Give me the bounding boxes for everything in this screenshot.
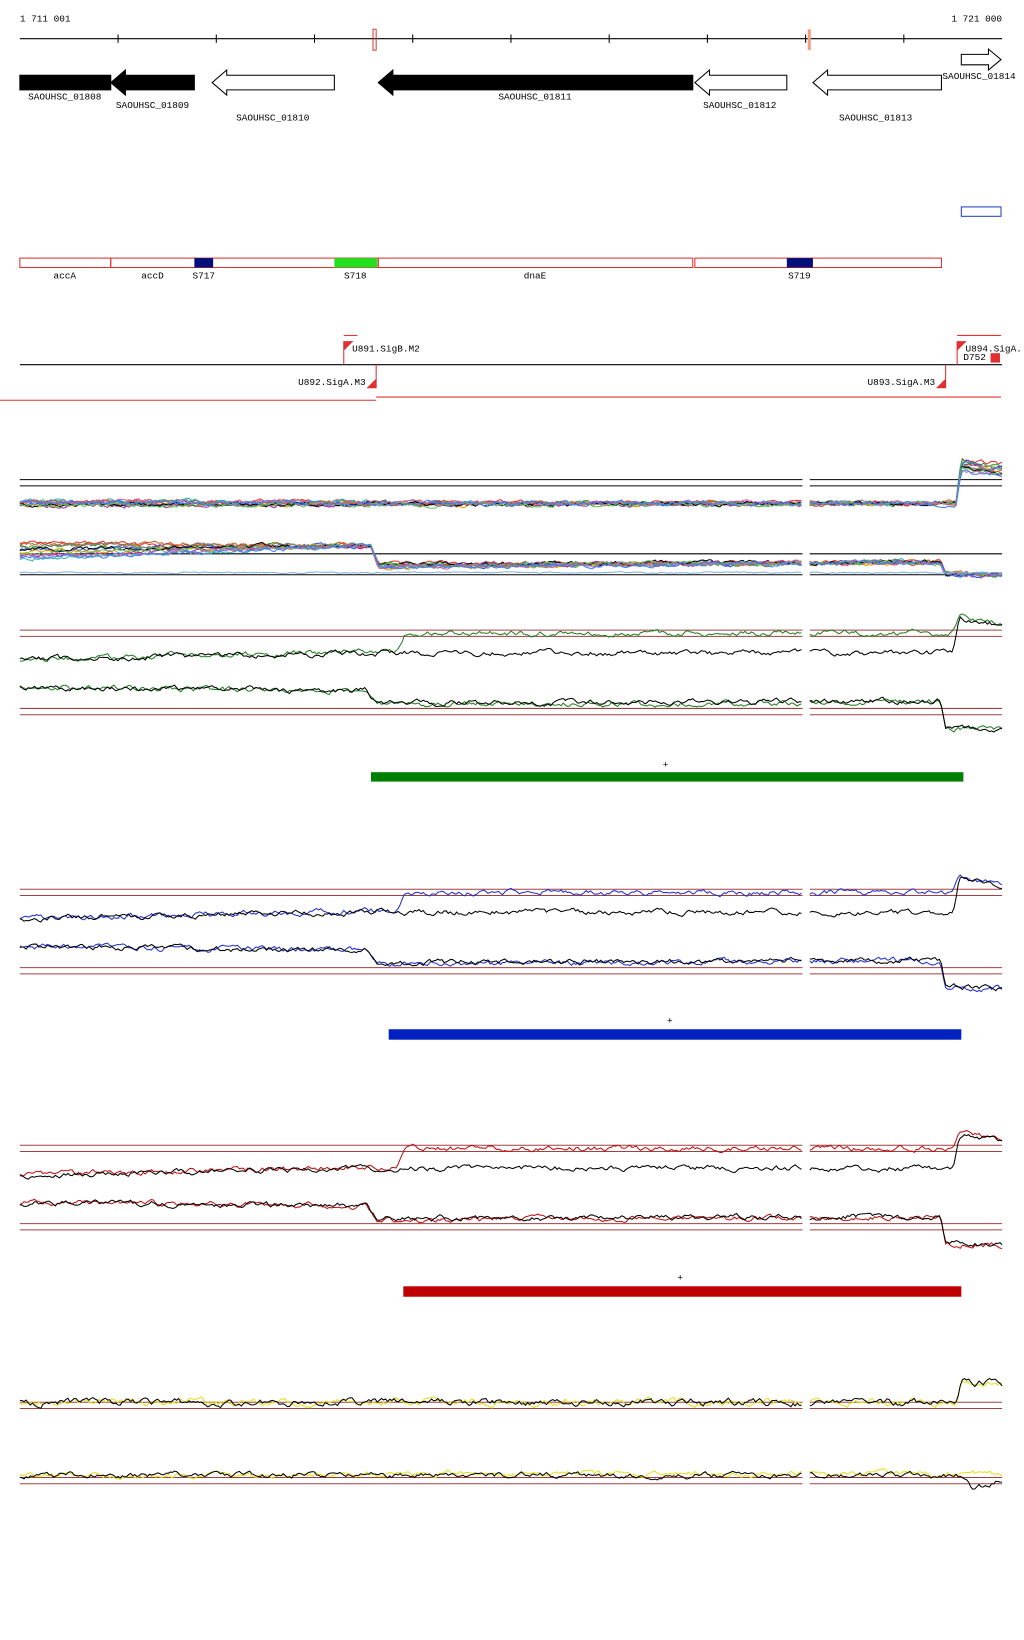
- gene: [377, 68, 694, 97]
- gene-label: SAOUHSC_01809: [116, 100, 189, 111]
- signal-line: [19, 874, 1003, 921]
- gene: [812, 68, 942, 97]
- gene: [211, 68, 335, 97]
- signal-line: [19, 613, 1003, 662]
- signal-line: [19, 1199, 1003, 1248]
- signal-line: [19, 616, 1003, 662]
- feature-label: S718: [344, 270, 367, 281]
- feature-label: S719: [788, 270, 811, 281]
- ruler-start: 1 711 001: [20, 13, 71, 24]
- gene: [694, 68, 788, 97]
- promoter-label: D752: [963, 352, 986, 363]
- signal-tracks: [19, 457, 1003, 1490]
- strand-label: +: [663, 759, 669, 770]
- feature: [194, 258, 214, 268]
- promoter-label: U893.SigA.M3: [868, 377, 936, 388]
- signal-line: [19, 458, 1003, 508]
- segment-bar: [370, 772, 964, 782]
- ruler-marker: [807, 29, 811, 51]
- promoter-label: U894.SigA.: [965, 343, 1021, 354]
- signal-line: [19, 457, 1003, 507]
- genes: [19, 48, 1002, 97]
- signal-line: [19, 1470, 1003, 1490]
- gene-label: SAOUHSC_01814: [942, 71, 1016, 82]
- feature: [19, 257, 112, 269]
- feature: [694, 257, 942, 269]
- signal-line: [19, 542, 1003, 577]
- gene-label: SAOUHSC_01808: [28, 92, 102, 103]
- gene: [19, 74, 112, 91]
- signal-line: [19, 470, 1003, 507]
- feature: [334, 258, 378, 268]
- segment-bar: [388, 1029, 962, 1040]
- feature: [960, 206, 1002, 217]
- strand-label: +: [667, 1015, 673, 1026]
- signal-line: [19, 1380, 1003, 1409]
- gene-label: SAOUHSC_01812: [703, 100, 776, 111]
- signal-line: [19, 876, 1003, 923]
- gene-label: SAOUHSC_01811: [498, 92, 572, 103]
- feature: [786, 258, 813, 268]
- promoters: [0, 334, 1003, 401]
- ruler: 1 711 001 1 721 000: [19, 13, 1002, 51]
- ruler-end: 1 721 000: [951, 13, 1002, 24]
- feature-label: dnaE: [524, 270, 547, 281]
- signal-line: [19, 571, 1003, 575]
- feature-label: accD: [141, 270, 164, 281]
- segment-bar: [403, 1286, 962, 1297]
- feature-label: S717: [192, 270, 215, 281]
- gene-label: SAOUHSC_01813: [839, 113, 913, 124]
- feature: [377, 257, 694, 269]
- signal-line: [19, 540, 1003, 576]
- features: [19, 206, 1002, 269]
- strand-label: +: [677, 1272, 683, 1283]
- signal-line: [19, 1129, 1003, 1177]
- gene-label: SAOUHSC_01810: [236, 113, 310, 124]
- promoter-label: U891.SigB.M2: [352, 343, 420, 354]
- signal-line: [19, 469, 1003, 509]
- signal-line: [19, 943, 1003, 992]
- gene: [109, 68, 195, 97]
- ruler-marker: [372, 28, 377, 51]
- promoter-label: U892.SigA.M3: [298, 377, 366, 388]
- ruler-ticks: [117, 34, 905, 43]
- gene: [960, 48, 1002, 72]
- signal-line: [19, 1377, 1003, 1409]
- signal-line: [19, 1134, 1003, 1180]
- signal-line: [19, 684, 1003, 733]
- signal-line: [19, 461, 1003, 507]
- feature-label: accA: [54, 270, 77, 281]
